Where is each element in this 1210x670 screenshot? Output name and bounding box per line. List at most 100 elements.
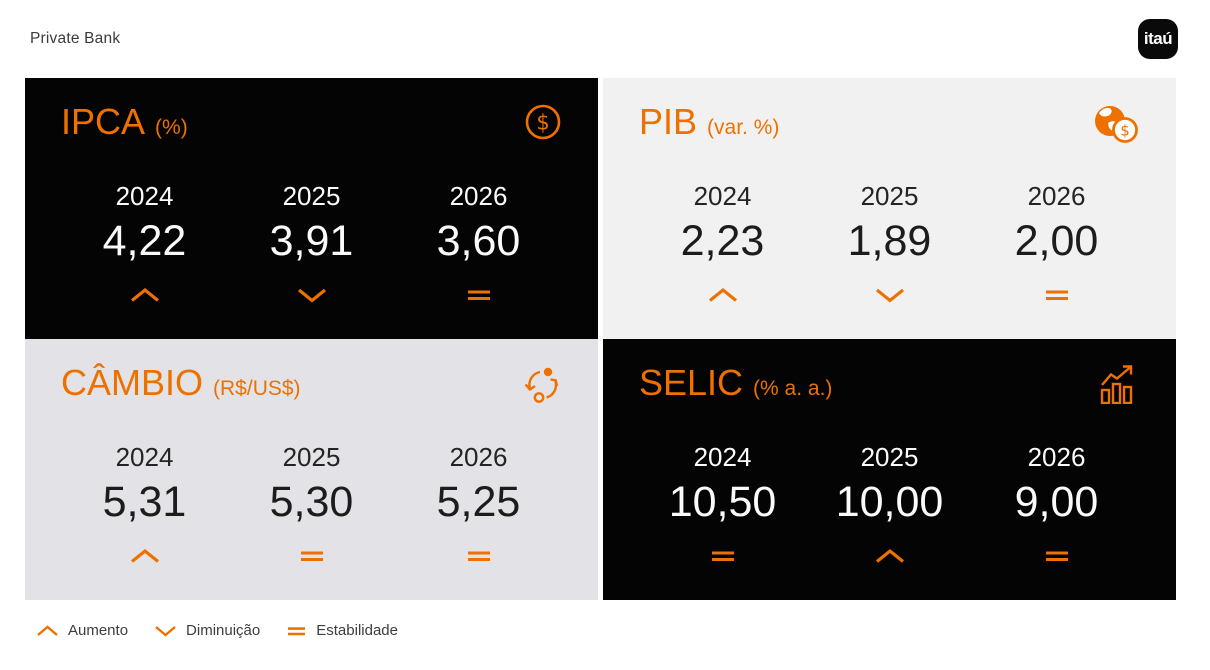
trend-indicator [61, 548, 228, 564]
chevron-up-icon [130, 288, 159, 303]
forecast-column: 2025 1,89 [806, 181, 973, 303]
indicator-grid: IPCA (%) $ 2024 4,22 [25, 78, 1176, 600]
indicator-name: CÂMBIO [61, 362, 204, 403]
year-label: 2026 [1027, 442, 1086, 472]
year-label: 2024 [693, 181, 752, 211]
year-label: 2025 [282, 442, 341, 472]
equals-icon [288, 626, 306, 635]
forecast-column: 2025 5,30 [228, 442, 395, 564]
card-cambio: CÂMBIO (R$/US$) 2024 [25, 339, 598, 600]
card-title: SELIC (% a. a.) [639, 363, 832, 403]
forecast-value: 2,00 [1014, 217, 1099, 266]
legend-item-aumento: Aumento [36, 622, 128, 639]
chevron-down-icon [155, 625, 176, 637]
legend-symbol [286, 625, 307, 637]
svg-text:$: $ [536, 111, 549, 135]
legend-symbol [36, 624, 59, 637]
forecast-value: 5,31 [102, 478, 187, 527]
card-header: PIB (var. %) $ [639, 102, 1140, 146]
year-label: 2024 [115, 181, 174, 211]
trend-indicator [973, 548, 1140, 564]
chevron-down-icon [297, 289, 326, 303]
forecast-column: 2026 9,00 [973, 442, 1140, 564]
legend: Aumento Diminuição Estabilidade [36, 622, 1210, 639]
year-label: 2024 [693, 442, 752, 472]
trend-indicator [228, 287, 395, 303]
card-body: 2024 5,31 2025 5,30 [61, 442, 562, 564]
legend-item-diminuicao: Diminuição [154, 622, 260, 639]
indicator-name: IPCA [61, 101, 146, 142]
forecast-column: 2024 10,50 [639, 442, 806, 564]
year-label: 2025 [282, 181, 341, 211]
forecast-value: 5,25 [436, 478, 521, 527]
growth-chart-icon [1098, 364, 1140, 409]
forecast-value: 2,23 [680, 217, 765, 266]
forecast-value: 4,22 [102, 217, 187, 266]
indicator-unit: (% a. a.) [753, 377, 833, 400]
equals-icon [300, 551, 323, 562]
forecast-value: 3,60 [436, 217, 521, 266]
legend-label: Aumento [68, 622, 129, 639]
card-body: 2024 4,22 2025 3,91 [61, 181, 562, 303]
indicator-name: SELIC [639, 362, 744, 403]
forecast-value: 1,89 [847, 217, 932, 266]
forecast-value: 5,30 [269, 478, 354, 527]
forecast-value: 10,50 [668, 478, 777, 527]
chevron-up-icon [875, 549, 904, 564]
chevron-up-icon [130, 549, 159, 564]
card-header: IPCA (%) $ [61, 102, 562, 146]
chevron-up-icon [37, 624, 58, 636]
card-title: CÂMBIO (R$/US$) [61, 363, 301, 403]
year-label: 2025 [860, 181, 919, 211]
card-title: PIB (var. %) [639, 102, 779, 142]
card-ipca: IPCA (%) $ 2024 4,22 [25, 78, 598, 339]
equals-icon [1045, 290, 1068, 301]
card-body: 2024 2,23 2025 1,89 [639, 181, 1140, 303]
globe-dollar-icon: $ [1092, 103, 1140, 150]
indicator-unit: (var. %) [707, 116, 780, 139]
brand-label: Private Bank [30, 30, 121, 47]
top-bar: Private Bank itaú [0, 0, 1210, 78]
year-label: 2025 [860, 442, 919, 472]
chevron-down-icon [875, 289, 904, 303]
forecast-column: 2025 10,00 [806, 442, 973, 564]
trend-indicator [395, 548, 562, 564]
forecast-column: 2025 3,91 [228, 181, 395, 303]
indicator-unit: (%) [155, 116, 188, 139]
forecast-column: 2024 5,31 [61, 442, 228, 564]
card-selic: SELIC (% a. a.) 2024 10,50 [603, 339, 1176, 600]
forecast-column: 2024 2,23 [639, 181, 806, 303]
year-label: 2024 [115, 442, 174, 472]
forecast-column: 2024 4,22 [61, 181, 228, 303]
legend-item-estabilidade: Estabilidade [286, 622, 398, 639]
page: Private Bank itaú IPCA (%) $ [0, 0, 1210, 639]
card-body: 2024 10,50 2025 10,00 [639, 442, 1140, 564]
indicator-unit: (R$/US$) [213, 377, 301, 400]
equals-icon [711, 551, 734, 562]
year-label: 2026 [449, 442, 508, 472]
trend-indicator [395, 287, 562, 303]
indicator-name: PIB [639, 101, 698, 142]
trend-indicator [639, 548, 806, 564]
exchange-arrows-icon [522, 364, 562, 411]
trend-indicator [228, 548, 395, 564]
card-header: SELIC (% a. a.) [639, 363, 1140, 407]
forecast-column: 2026 3,60 [395, 181, 562, 303]
year-label: 2026 [1027, 181, 1086, 211]
trend-indicator [806, 287, 973, 303]
year-label: 2026 [449, 181, 508, 211]
svg-text:$: $ [1120, 122, 1130, 140]
equals-icon [467, 290, 490, 301]
forecast-column: 2026 5,25 [395, 442, 562, 564]
card-title: IPCA (%) [61, 102, 188, 142]
trend-indicator [806, 548, 973, 564]
itau-logo-text: itaú [1143, 29, 1173, 48]
dollar-circle-icon: $ [524, 103, 562, 146]
forecast-value: 9,00 [1014, 478, 1099, 527]
itau-logo: itaú [1138, 19, 1178, 59]
trend-indicator [61, 287, 228, 303]
equals-icon [467, 551, 490, 562]
legend-label: Estabilidade [316, 622, 398, 639]
card-pib: PIB (var. %) $ 2024 2,23 [603, 78, 1176, 339]
forecast-value: 3,91 [269, 217, 354, 266]
